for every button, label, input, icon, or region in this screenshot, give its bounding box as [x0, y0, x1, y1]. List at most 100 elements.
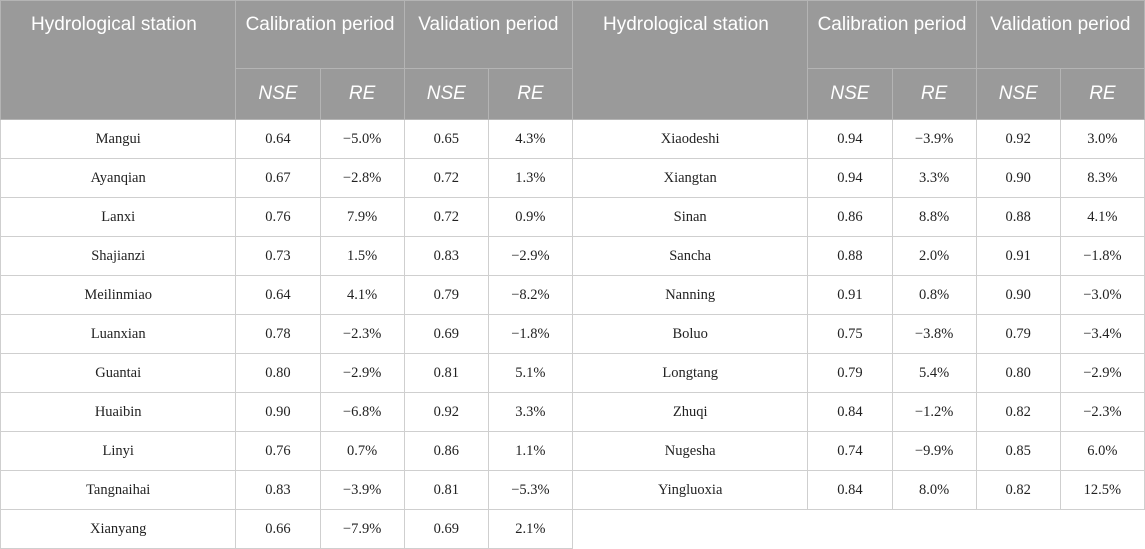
left-station-header: Hydrological station [0, 0, 237, 120]
left-val-nse-cell: 0.65 [403, 119, 489, 159]
left-calibration-header: Calibration period [235, 0, 405, 69]
right-station-cell: Sinan [571, 197, 809, 237]
right-cal-nse-cell: 0.94 [807, 158, 893, 198]
table-row: Tangnaihai 0.83 −3.9% 0.81 −5.3% Yingluoxia 0.… [0, 470, 1145, 510]
left-val-nse-cell: 0.86 [403, 431, 489, 471]
right-station-cell: Xiaodeshi [571, 119, 809, 159]
right-empty-cell [571, 509, 1145, 549]
left-cal-re-header: RE [319, 68, 405, 120]
right-val-re-cell: 4.1% [1059, 197, 1145, 237]
left-cal-nse-header: NSE [235, 68, 321, 120]
right-cal-re-cell: 5.4% [891, 353, 977, 393]
left-station-cell: Lanxi [0, 197, 237, 237]
left-cal-re-cell: −2.3% [319, 314, 405, 354]
table-row: Linyi 0.76 0.7% 0.86 1.1% Nugesha 0.74 −9.9% 0.8… [0, 431, 1145, 471]
left-val-re-cell: 4.3% [487, 119, 573, 159]
right-cal-nse-cell: 0.88 [807, 236, 893, 276]
left-val-re-cell: 2.1% [487, 509, 573, 549]
right-cal-nse-cell: 0.94 [807, 119, 893, 159]
left-cal-re-cell: −7.9% [319, 509, 405, 549]
header-row: Hydrological station Calibration period … [0, 0, 1145, 120]
table-row: Shajianzi 0.73 1.5% 0.83 −2.9% Sancha 0.88 2.0%… [0, 236, 1145, 276]
left-val-nse-cell: 0.72 [403, 197, 489, 237]
right-val-nse-cell: 0.79 [975, 314, 1061, 354]
right-cal-re-cell: −9.9% [891, 431, 977, 471]
left-station-cell: Huaibin [0, 392, 237, 432]
left-cal-nse-cell: 0.73 [235, 236, 321, 276]
right-cal-re-cell: −3.9% [891, 119, 977, 159]
left-val-nse-cell: 0.92 [403, 392, 489, 432]
left-val-re-cell: −2.9% [487, 236, 573, 276]
left-cal-nse-cell: 0.64 [235, 119, 321, 159]
left-station-cell: Meilinmiao [0, 275, 237, 315]
right-val-nse-cell: 0.85 [975, 431, 1061, 471]
right-val-re-header: RE [1059, 68, 1145, 120]
right-cal-nse-cell: 0.75 [807, 314, 893, 354]
right-cal-nse-cell: 0.91 [807, 275, 893, 315]
left-cal-re-cell: −2.8% [319, 158, 405, 198]
table-body: Mangui 0.64 −5.0% 0.65 4.3% Xiaodeshi 0.94 −3.9… [0, 119, 1145, 549]
left-cal-re-cell: −3.9% [319, 470, 405, 510]
right-val-nse-cell: 0.90 [975, 158, 1061, 198]
left-cal-re-cell: 0.7% [319, 431, 405, 471]
right-station-cell: Zhuqi [571, 392, 809, 432]
left-station-cell: Shajianzi [0, 236, 237, 276]
left-val-re-cell: 0.9% [487, 197, 573, 237]
right-cal-re-cell: 2.0% [891, 236, 977, 276]
left-validation-header: Validation period [403, 0, 573, 69]
table-row: Lanxi 0.76 7.9% 0.72 0.9% Sinan 0.86 8.8% 0.88 4.… [0, 197, 1145, 237]
left-station-cell: Mangui [0, 119, 237, 159]
right-cal-nse-header: NSE [807, 68, 893, 120]
left-val-nse-cell: 0.79 [403, 275, 489, 315]
right-val-re-cell: −1.8% [1059, 236, 1145, 276]
left-cal-nse-cell: 0.66 [235, 509, 321, 549]
left-station-cell: Tangnaihai [0, 470, 237, 510]
right-val-re-cell: −2.3% [1059, 392, 1145, 432]
right-station-header: Hydrological station [571, 0, 809, 120]
right-val-nse-cell: 0.82 [975, 392, 1061, 432]
left-val-nse-cell: 0.83 [403, 236, 489, 276]
right-val-re-cell: 12.5% [1059, 470, 1145, 510]
right-cal-nse-cell: 0.79 [807, 353, 893, 393]
right-val-nse-cell: 0.90 [975, 275, 1061, 315]
right-val-re-cell: −3.4% [1059, 314, 1145, 354]
left-station-cell: Guantai [0, 353, 237, 393]
table-row: Luanxian 0.78 −2.3% 0.69 −1.8% Boluo 0.75 −3.8%… [0, 314, 1145, 354]
left-val-nse-header: NSE [403, 68, 489, 120]
right-val-re-cell: 6.0% [1059, 431, 1145, 471]
right-val-re-cell: 3.0% [1059, 119, 1145, 159]
left-val-re-cell: 5.1% [487, 353, 573, 393]
left-val-nse-cell: 0.81 [403, 470, 489, 510]
table-row: Mangui 0.64 −5.0% 0.65 4.3% Xiaodeshi 0.94 −3.9… [0, 119, 1145, 159]
right-cal-nse-cell: 0.74 [807, 431, 893, 471]
left-val-re-cell: −5.3% [487, 470, 573, 510]
table-row: Ayanqian 0.67 −2.8% 0.72 1.3% Xiangtan 0.94 3.3… [0, 158, 1145, 198]
left-cal-nse-cell: 0.64 [235, 275, 321, 315]
right-cal-re-header: RE [891, 68, 977, 120]
right-val-nse-header: NSE [975, 68, 1061, 120]
right-val-nse-cell: 0.80 [975, 353, 1061, 393]
left-val-re-cell: 1.1% [487, 431, 573, 471]
table-row: Huaibin 0.90 −6.8% 0.92 3.3% Zhuqi 0.84 −1.2% 0.… [0, 392, 1145, 432]
right-station-cell: Longtang [571, 353, 809, 393]
right-cal-nse-cell: 0.86 [807, 197, 893, 237]
left-val-nse-cell: 0.69 [403, 314, 489, 354]
left-cal-re-cell: −2.9% [319, 353, 405, 393]
table-row: Xianyang 0.66 −7.9% 0.69 2.1% [0, 509, 1145, 549]
right-val-re-cell: −2.9% [1059, 353, 1145, 393]
left-cal-nse-cell: 0.80 [235, 353, 321, 393]
right-val-nse-cell: 0.91 [975, 236, 1061, 276]
right-station-cell: Yingluoxia [571, 470, 809, 510]
left-cal-re-cell: −5.0% [319, 119, 405, 159]
right-cal-nse-cell: 0.84 [807, 470, 893, 510]
right-val-re-cell: 8.3% [1059, 158, 1145, 198]
left-cal-nse-cell: 0.76 [235, 197, 321, 237]
left-station-cell: Xianyang [0, 509, 237, 549]
left-cal-nse-cell: 0.78 [235, 314, 321, 354]
left-cal-re-cell: 7.9% [319, 197, 405, 237]
left-cal-re-cell: −6.8% [319, 392, 405, 432]
left-station-cell: Ayanqian [0, 158, 237, 198]
right-val-nse-cell: 0.82 [975, 470, 1061, 510]
left-val-re-cell: −1.8% [487, 314, 573, 354]
right-station-cell: Nugesha [571, 431, 809, 471]
